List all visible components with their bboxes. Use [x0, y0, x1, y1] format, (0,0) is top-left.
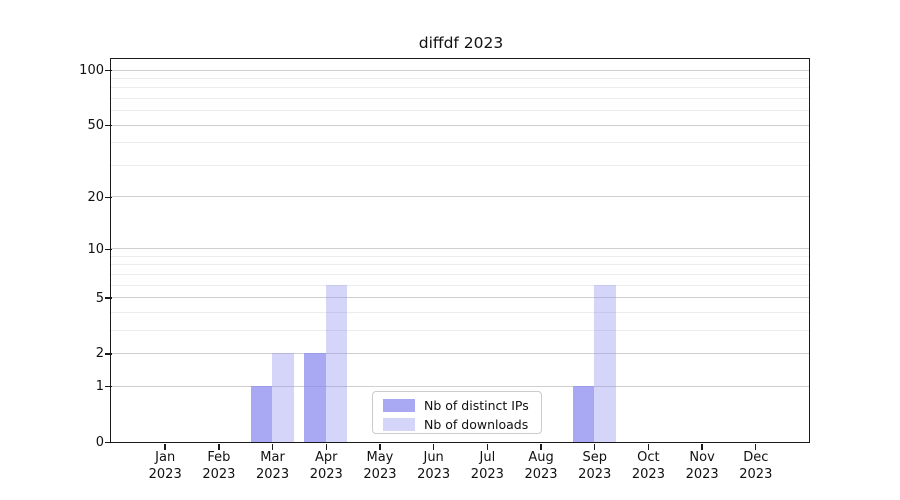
- y-gridline-minor: [111, 264, 809, 266]
- y-gridline-minor: [111, 329, 809, 331]
- y-gridline-minor: [111, 98, 809, 100]
- y-gridline-major: [111, 69, 809, 71]
- legend-item-downloads: Nb of downloads: [383, 415, 541, 434]
- legend-label-downloads: Nb of downloads: [424, 417, 529, 432]
- y-tick-label: 10: [87, 241, 104, 257]
- x-tick: [755, 444, 757, 450]
- y-gridline-minor: [111, 284, 809, 286]
- x-tick: [432, 444, 435, 450]
- y-tick-label: 100: [79, 63, 104, 79]
- x-tick: [594, 444, 596, 450]
- x-tick-label: Aug 2023: [524, 450, 558, 482]
- y-tick: [104, 353, 112, 355]
- y-tick-label: 20: [87, 189, 104, 205]
- x-tick-label: Nov 2023: [685, 450, 719, 482]
- y-tick: [104, 385, 112, 388]
- y-tick: [104, 441, 112, 444]
- bar-distinct-ips-sep: [572, 386, 595, 442]
- x-tick-label: May 2023: [363, 450, 397, 482]
- legend-label-distinct-ips: Nb of distinct IPs: [424, 398, 529, 413]
- x-tick: [379, 444, 381, 450]
- bar-downloads-mar: [272, 353, 294, 442]
- x-tick-label: Dec 2023: [739, 450, 773, 482]
- x-tick-label: Feb 2023: [202, 450, 236, 482]
- x-tick: [325, 444, 327, 450]
- bar-downloads-sep: [594, 285, 616, 442]
- y-gridline-major: [111, 385, 809, 387]
- y-tick: [104, 297, 112, 299]
- x-tick: [701, 444, 703, 450]
- y-gridline-major: [111, 248, 809, 250]
- bar-distinct-ips-apr: [304, 353, 326, 442]
- y-tick: [104, 248, 112, 250]
- x-tick-label: Jun 2023: [417, 450, 451, 482]
- y-tick-label: 0: [95, 435, 104, 450]
- x-tick: [218, 444, 220, 450]
- x-tick-label: Oct 2023: [631, 450, 665, 482]
- x-tick-label: Sep 2023: [578, 450, 612, 482]
- y-gridline-major: [111, 196, 809, 198]
- legend: Nb of distinct IPs Nb of downloads: [372, 391, 542, 434]
- y-tick-label: 50: [87, 118, 104, 134]
- x-tick-label: Jul 2023: [470, 450, 504, 482]
- x-tick: [540, 444, 542, 450]
- y-gridline-minor: [111, 164, 809, 166]
- y-gridline-minor: [111, 110, 809, 112]
- bar-downloads-apr: [325, 285, 348, 442]
- y-tick: [104, 69, 112, 72]
- x-tick-label: Apr 2023: [309, 450, 343, 482]
- y-tick-label: 2: [95, 346, 104, 362]
- y-gridline-major: [111, 297, 809, 299]
- y-gridline-major: [111, 352, 809, 354]
- y-gridline-minor: [111, 255, 809, 257]
- bar-distinct-ips-mar: [250, 386, 273, 442]
- x-tick: [164, 444, 166, 450]
- x-tick: [647, 444, 650, 450]
- x-tick: [271, 444, 274, 450]
- x-tick-label: Jan 2023: [148, 450, 182, 482]
- y-tick-label: 5: [95, 290, 104, 306]
- y-gridline-minor: [111, 311, 809, 313]
- chart-title: diffdf 2023: [418, 34, 504, 52]
- legend-item-distinct-ips: Nb of distinct IPs: [383, 396, 541, 415]
- x-tick: [486, 444, 489, 450]
- x-tick-label: Mar 2023: [256, 450, 290, 482]
- y-gridline-minor: [111, 78, 809, 80]
- y-gridline-minor: [111, 87, 809, 89]
- y-tick: [104, 125, 112, 127]
- y-gridline-minor: [111, 142, 809, 144]
- y-tick: [104, 196, 112, 198]
- y-tick-label: 1: [95, 379, 104, 395]
- y-gridline-major: [111, 124, 809, 126]
- y-gridline-minor: [111, 273, 809, 275]
- plot-area: Nb of distinct IPs Nb of downloads: [110, 58, 810, 443]
- legend-swatch-distinct-ips: [383, 399, 415, 412]
- legend-swatch-downloads: [383, 418, 415, 431]
